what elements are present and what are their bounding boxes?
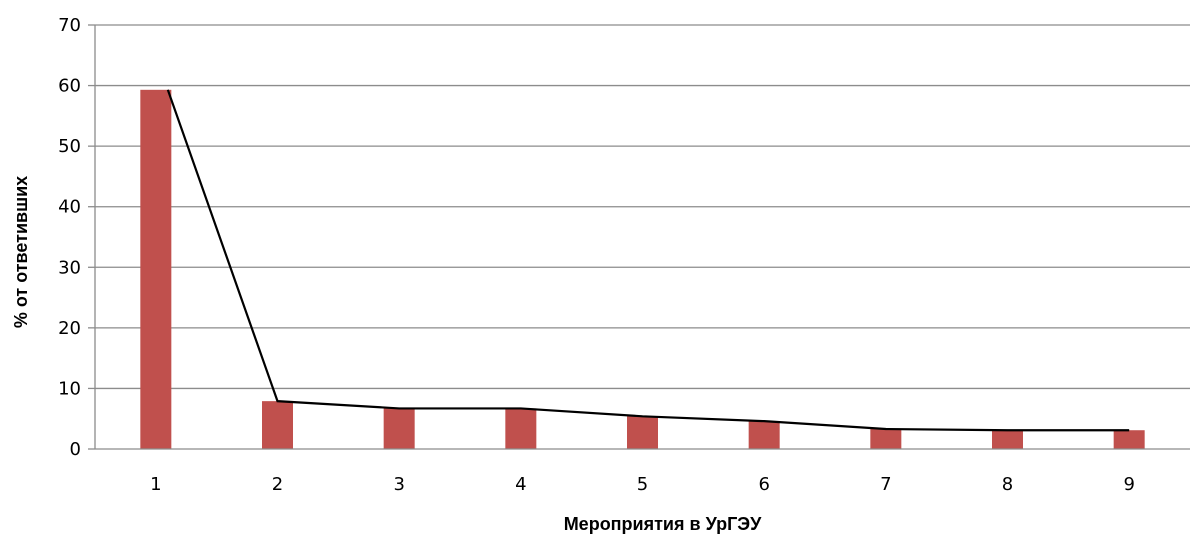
x-tick-label: 9 bbox=[1123, 474, 1134, 495]
bar-5 bbox=[627, 416, 658, 449]
y-tick-labels: 0 10 20 30 40 50 60 70 bbox=[58, 15, 95, 460]
y-tick-label: 40 bbox=[58, 197, 81, 218]
bar-3 bbox=[383, 408, 415, 449]
x-tick-label: 8 bbox=[1002, 474, 1013, 495]
y-tick-label: 70 bbox=[58, 15, 81, 36]
x-tick-label: 1 bbox=[150, 474, 161, 495]
y-axis-title: % от ответивших bbox=[11, 176, 31, 328]
x-tick-label: 5 bbox=[637, 474, 648, 495]
bar-9 bbox=[1113, 430, 1145, 449]
bar-8 bbox=[992, 430, 1023, 449]
y-tick-label: 60 bbox=[58, 76, 81, 97]
gridlines bbox=[95, 24, 1190, 390]
x-tick-label: 7 bbox=[880, 474, 891, 495]
y-tick-label: 50 bbox=[58, 136, 81, 157]
bar-2 bbox=[262, 401, 293, 449]
x-tick-label: 3 bbox=[393, 474, 404, 495]
x-tick-label: 2 bbox=[272, 474, 283, 495]
x-tick-label: 4 bbox=[515, 474, 526, 495]
x-axis-title: Мероприятия в УрГЭУ bbox=[564, 514, 762, 534]
trend-line bbox=[166, 89, 1130, 432]
bars bbox=[140, 89, 1145, 449]
bar-7 bbox=[870, 429, 902, 449]
bar-1 bbox=[140, 89, 172, 449]
line-series bbox=[166, 89, 1130, 432]
bar-6 bbox=[748, 421, 780, 449]
x-tick-label: 6 bbox=[758, 474, 769, 495]
y-tick-label: 10 bbox=[58, 378, 81, 399]
y-tick-label: 20 bbox=[58, 318, 81, 339]
x-tick-labels: 1 2 3 4 5 6 7 8 9 bbox=[150, 474, 1135, 495]
y-tick-label: 0 bbox=[70, 439, 81, 460]
bar-4 bbox=[505, 408, 537, 449]
y-tick-label: 30 bbox=[58, 257, 81, 278]
